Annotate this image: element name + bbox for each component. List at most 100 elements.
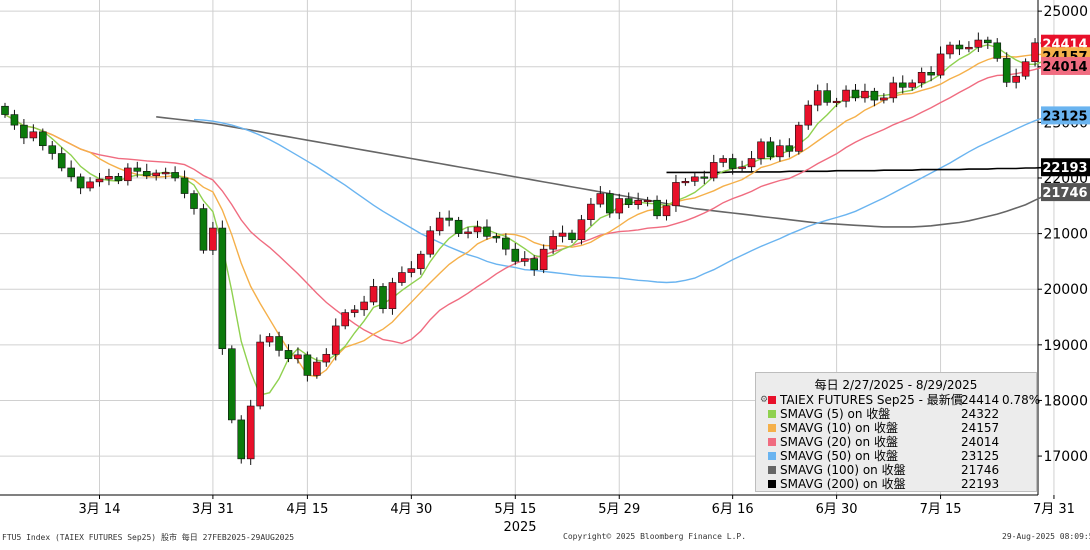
y-tick-label: 18000 bbox=[1043, 393, 1088, 409]
legend-row-smavg100: SMAVG (100) on 收盤 21746 bbox=[756, 463, 1036, 477]
last-price-label: 21746 bbox=[1042, 186, 1087, 201]
y-tick-label: 25000 bbox=[1043, 4, 1088, 20]
candle-body bbox=[908, 82, 917, 88]
candle-body bbox=[10, 114, 19, 126]
candle-body bbox=[313, 361, 321, 376]
y-tick-label: 17000 bbox=[1043, 449, 1088, 465]
candle-body bbox=[1002, 58, 1011, 83]
candle-body bbox=[832, 100, 841, 104]
x-tick-label: 7月 31 bbox=[1033, 502, 1075, 517]
x-axis-label: 2025 bbox=[503, 520, 536, 535]
candle-body bbox=[171, 172, 179, 179]
footer-copyright: Copyright© 2025 Bloomberg Finance L.P. bbox=[563, 532, 747, 541]
candle-body bbox=[643, 199, 652, 203]
legend-label: SMAVG (10) on 收盤 bbox=[780, 421, 898, 435]
y-tick-label: 21000 bbox=[1043, 227, 1088, 243]
candle-body bbox=[246, 405, 255, 460]
legend-swatch bbox=[768, 438, 776, 446]
candle-body bbox=[303, 354, 312, 376]
x-tick-label: 5月 15 bbox=[494, 502, 536, 517]
candle-body bbox=[265, 336, 274, 343]
sma100-line bbox=[156, 116, 1055, 228]
legend-value: 24014 bbox=[961, 435, 1000, 449]
candle-body bbox=[993, 42, 1002, 59]
sma200-line bbox=[666, 166, 1054, 174]
x-tick-label: 4月 15 bbox=[286, 502, 328, 517]
candle-body bbox=[520, 258, 529, 262]
candle-body bbox=[738, 166, 746, 169]
candle-body bbox=[823, 90, 831, 103]
legend-row-smavg50: SMAVG (50) on 收盤 23125 bbox=[756, 449, 1036, 463]
candle-body bbox=[794, 124, 803, 152]
candle-body bbox=[596, 193, 605, 205]
candle-body bbox=[38, 131, 47, 147]
legend-swatch bbox=[768, 452, 776, 460]
candle-body bbox=[634, 199, 642, 205]
legend-value: 24322 bbox=[961, 407, 1000, 421]
y-tick-label: 19000 bbox=[1043, 338, 1088, 354]
sma5-line bbox=[4, 44, 1055, 396]
candle-body bbox=[492, 236, 501, 239]
legend-label: SMAVG (5) on 收盤 bbox=[780, 407, 891, 421]
last-price-box bbox=[1041, 106, 1090, 125]
last-price-box bbox=[1041, 158, 1090, 177]
candle-body bbox=[681, 181, 690, 184]
candle-body bbox=[331, 325, 340, 355]
legend-label: SMAVG (50) on 收盤 bbox=[780, 449, 898, 463]
x-tick-label: 4月 30 bbox=[390, 502, 432, 517]
candle-body bbox=[747, 158, 756, 168]
x-tick-label: 6月 16 bbox=[712, 502, 754, 517]
candle-body bbox=[936, 53, 945, 76]
last-price-label: 23125 bbox=[1042, 109, 1087, 124]
sma20-line bbox=[4, 63, 1055, 345]
candle-body bbox=[653, 199, 661, 217]
legend-row-main: ⚙ TAIEX FUTURES Sep25 - 最新價 24414 0.78% bbox=[756, 393, 1040, 407]
legend-row-smavg200: SMAVG (200) on 收盤 22193 bbox=[756, 477, 1036, 491]
candle-body bbox=[284, 350, 293, 360]
candle-body bbox=[965, 46, 973, 50]
candle-body bbox=[1021, 61, 1030, 77]
candle-body bbox=[700, 176, 709, 179]
candle-body bbox=[199, 208, 208, 251]
candle-body bbox=[587, 203, 595, 220]
legend-row-smavg5: SMAVG (5) on 收盤 24322 bbox=[756, 407, 1036, 421]
footer-ticker: FTU5 Index (TAIEX FUTURES Sep25) 股市 每日 2… bbox=[2, 533, 295, 542]
candle-body bbox=[218, 227, 227, 350]
candle-body bbox=[388, 282, 397, 309]
candle-body bbox=[719, 158, 728, 163]
candle-body bbox=[502, 237, 510, 250]
candle-body bbox=[142, 171, 151, 177]
candle-body bbox=[898, 82, 907, 88]
x-tick-label: 3月 14 bbox=[79, 502, 121, 517]
candle-body bbox=[889, 82, 898, 99]
candle-body bbox=[672, 182, 680, 207]
candle-body bbox=[435, 217, 444, 232]
candle-body bbox=[757, 141, 765, 159]
settings-icon[interactable]: ⚙ bbox=[760, 395, 769, 405]
candle-body bbox=[209, 227, 217, 251]
candle-body bbox=[322, 353, 331, 363]
candle-body bbox=[86, 181, 94, 189]
candle-body bbox=[105, 176, 113, 180]
candle-body bbox=[776, 145, 784, 158]
candle-body bbox=[379, 286, 387, 309]
candle-body bbox=[870, 90, 879, 101]
legend-title: 每日 2/27/2025 - 8/29/2025 bbox=[814, 378, 978, 392]
candle-body bbox=[407, 268, 416, 273]
candle-body bbox=[473, 226, 482, 233]
candle-body bbox=[237, 419, 246, 460]
candle-body bbox=[1012, 75, 1020, 83]
last-price-box bbox=[1041, 56, 1090, 75]
candle-body bbox=[454, 219, 463, 234]
legend-swatch bbox=[768, 424, 776, 432]
legend-label: SMAVG (100) on 收盤 bbox=[780, 463, 906, 477]
candle-body bbox=[275, 336, 283, 351]
chart-legend: 每日 2/27/2025 - 8/29/2025 ⚙ TAIEX FUTURES… bbox=[755, 372, 1040, 492]
candle-body bbox=[785, 145, 794, 152]
candle-body bbox=[530, 258, 539, 271]
candle-body bbox=[861, 90, 869, 99]
x-tick-label: 6月 30 bbox=[816, 502, 858, 517]
candle-body bbox=[605, 193, 614, 214]
candle-body bbox=[974, 39, 983, 48]
